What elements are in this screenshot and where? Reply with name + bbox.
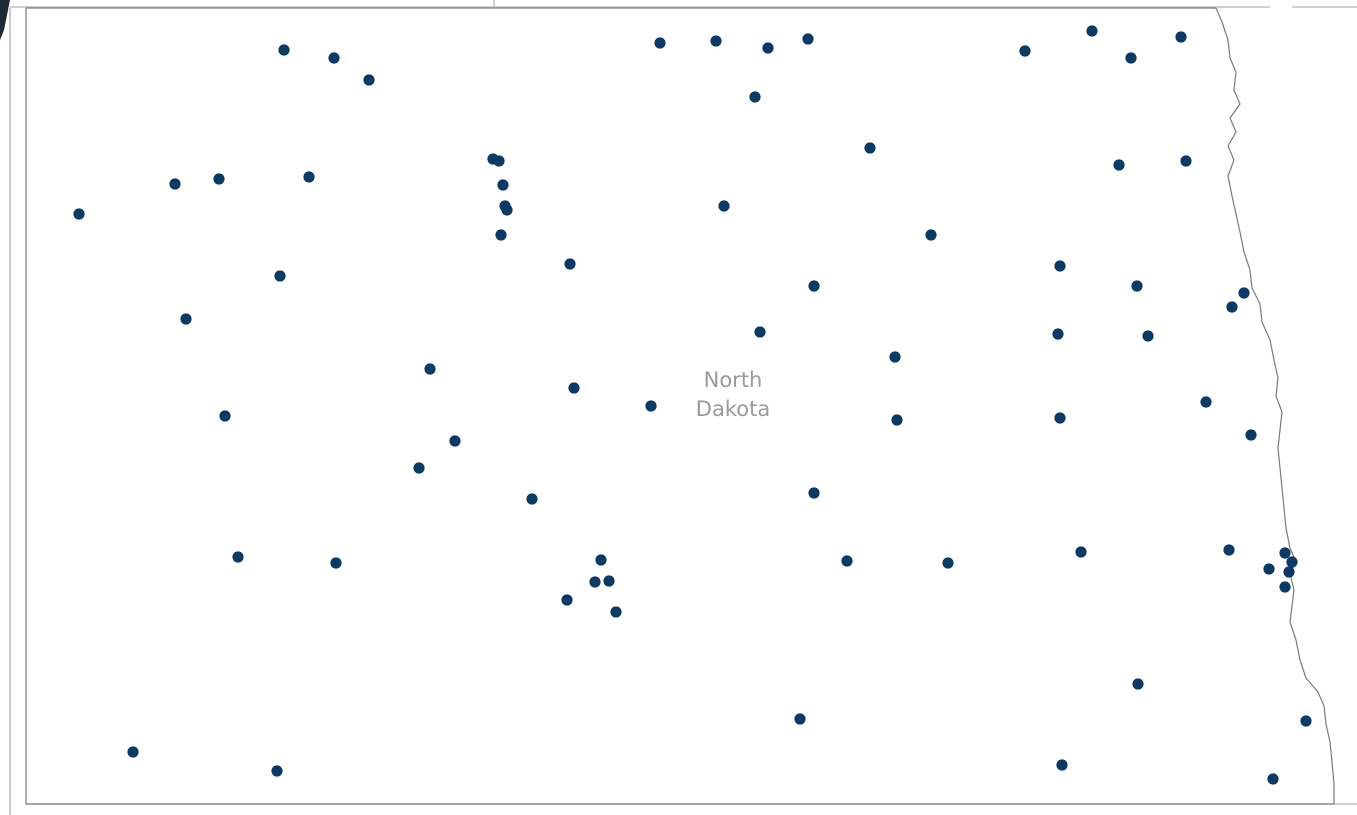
location-dot-icon[interactable] [1131, 280, 1142, 291]
location-dot-icon[interactable] [1175, 31, 1186, 42]
location-dot-icon[interactable] [1300, 715, 1311, 726]
location-dot-icon[interactable] [1132, 678, 1143, 689]
location-dot-icon[interactable] [1086, 25, 1097, 36]
location-dot-icon[interactable] [942, 557, 953, 568]
location-dot-icon[interactable] [1245, 429, 1256, 440]
location-dot-icon[interactable] [1019, 45, 1030, 56]
location-dot-icon[interactable] [1113, 159, 1124, 170]
location-dot-icon[interactable] [1283, 566, 1294, 577]
location-dot-icon[interactable] [1238, 287, 1249, 298]
location-dot-icon[interactable] [1056, 759, 1067, 770]
location-dot-icon[interactable] [1054, 260, 1065, 271]
location-dot-icon[interactable] [654, 37, 665, 48]
location-dot-icon[interactable] [219, 410, 230, 421]
location-dot-icon[interactable] [710, 35, 721, 46]
location-dot-icon[interactable] [1052, 328, 1063, 339]
location-dot-icon[interactable] [413, 462, 424, 473]
state-label-line2: Dakota [650, 395, 816, 424]
map-corner-edge [0, 0, 10, 40]
location-dot-icon[interactable] [610, 606, 621, 617]
location-dot-icon[interactable] [1054, 412, 1065, 423]
location-dot-icon[interactable] [127, 746, 138, 757]
location-dot-icon[interactable] [232, 551, 243, 562]
location-dot-icon[interactable] [925, 229, 936, 240]
state-label-line1: North [650, 366, 816, 395]
location-dot-icon[interactable] [501, 204, 512, 215]
location-dot-icon[interactable] [274, 270, 285, 281]
location-dot-icon[interactable] [271, 765, 282, 776]
location-dot-icon[interactable] [169, 178, 180, 189]
location-dot-icon[interactable] [864, 142, 875, 153]
location-dot-icon[interactable] [328, 52, 339, 63]
location-dot-icon[interactable] [1279, 581, 1290, 592]
location-dot-icon[interactable] [1142, 330, 1153, 341]
location-dot-icon[interactable] [561, 594, 572, 605]
location-dot-icon[interactable] [808, 280, 819, 291]
location-dot-icon[interactable] [1226, 301, 1237, 312]
location-dot-icon[interactable] [1279, 547, 1290, 558]
location-dot-icon[interactable] [1180, 155, 1191, 166]
location-dot-icon[interactable] [495, 229, 506, 240]
location-dot-icon[interactable] [1263, 563, 1274, 574]
location-dot-icon[interactable] [749, 91, 760, 102]
location-dot-icon[interactable] [603, 575, 614, 586]
location-dot-icon[interactable] [808, 487, 819, 498]
location-dot-icon[interactable] [1286, 556, 1297, 567]
location-dot-icon[interactable] [1223, 544, 1234, 555]
location-dot-icon[interactable] [802, 33, 813, 44]
location-dot-icon[interactable] [180, 313, 191, 324]
location-dot-icon[interactable] [363, 74, 374, 85]
location-dot-icon[interactable] [564, 258, 575, 269]
location-dot-icon[interactable] [1200, 396, 1211, 407]
location-dot-icon[interactable] [595, 554, 606, 565]
location-dot-icon[interactable] [1125, 52, 1136, 63]
location-dot-icon[interactable] [449, 435, 460, 446]
location-dot-icon[interactable] [718, 200, 729, 211]
state-border-east-river [1216, 8, 1334, 804]
location-dot-icon[interactable] [794, 713, 805, 724]
location-dot-icon[interactable] [424, 363, 435, 374]
location-dot-icon[interactable] [213, 173, 224, 184]
location-dot-icon[interactable] [497, 179, 508, 190]
state-label: North Dakota [650, 366, 816, 424]
location-dot-icon[interactable] [493, 155, 504, 166]
location-dot-icon[interactable] [526, 493, 537, 504]
location-dot-icon[interactable] [891, 414, 902, 425]
location-dot-icon[interactable] [73, 208, 84, 219]
location-dot-icon[interactable] [589, 576, 600, 587]
location-dot-icon[interactable] [889, 351, 900, 362]
location-dot-icon[interactable] [278, 44, 289, 55]
location-dot-icon[interactable] [1267, 773, 1278, 784]
location-dot-icon[interactable] [568, 382, 579, 393]
location-dot-icon[interactable] [841, 555, 852, 566]
location-dot-icon[interactable] [762, 42, 773, 53]
location-dot-icon[interactable] [303, 171, 314, 182]
location-dot-icon[interactable] [1075, 546, 1086, 557]
location-dot-icon[interactable] [330, 557, 341, 568]
location-dot-icon[interactable] [754, 326, 765, 337]
